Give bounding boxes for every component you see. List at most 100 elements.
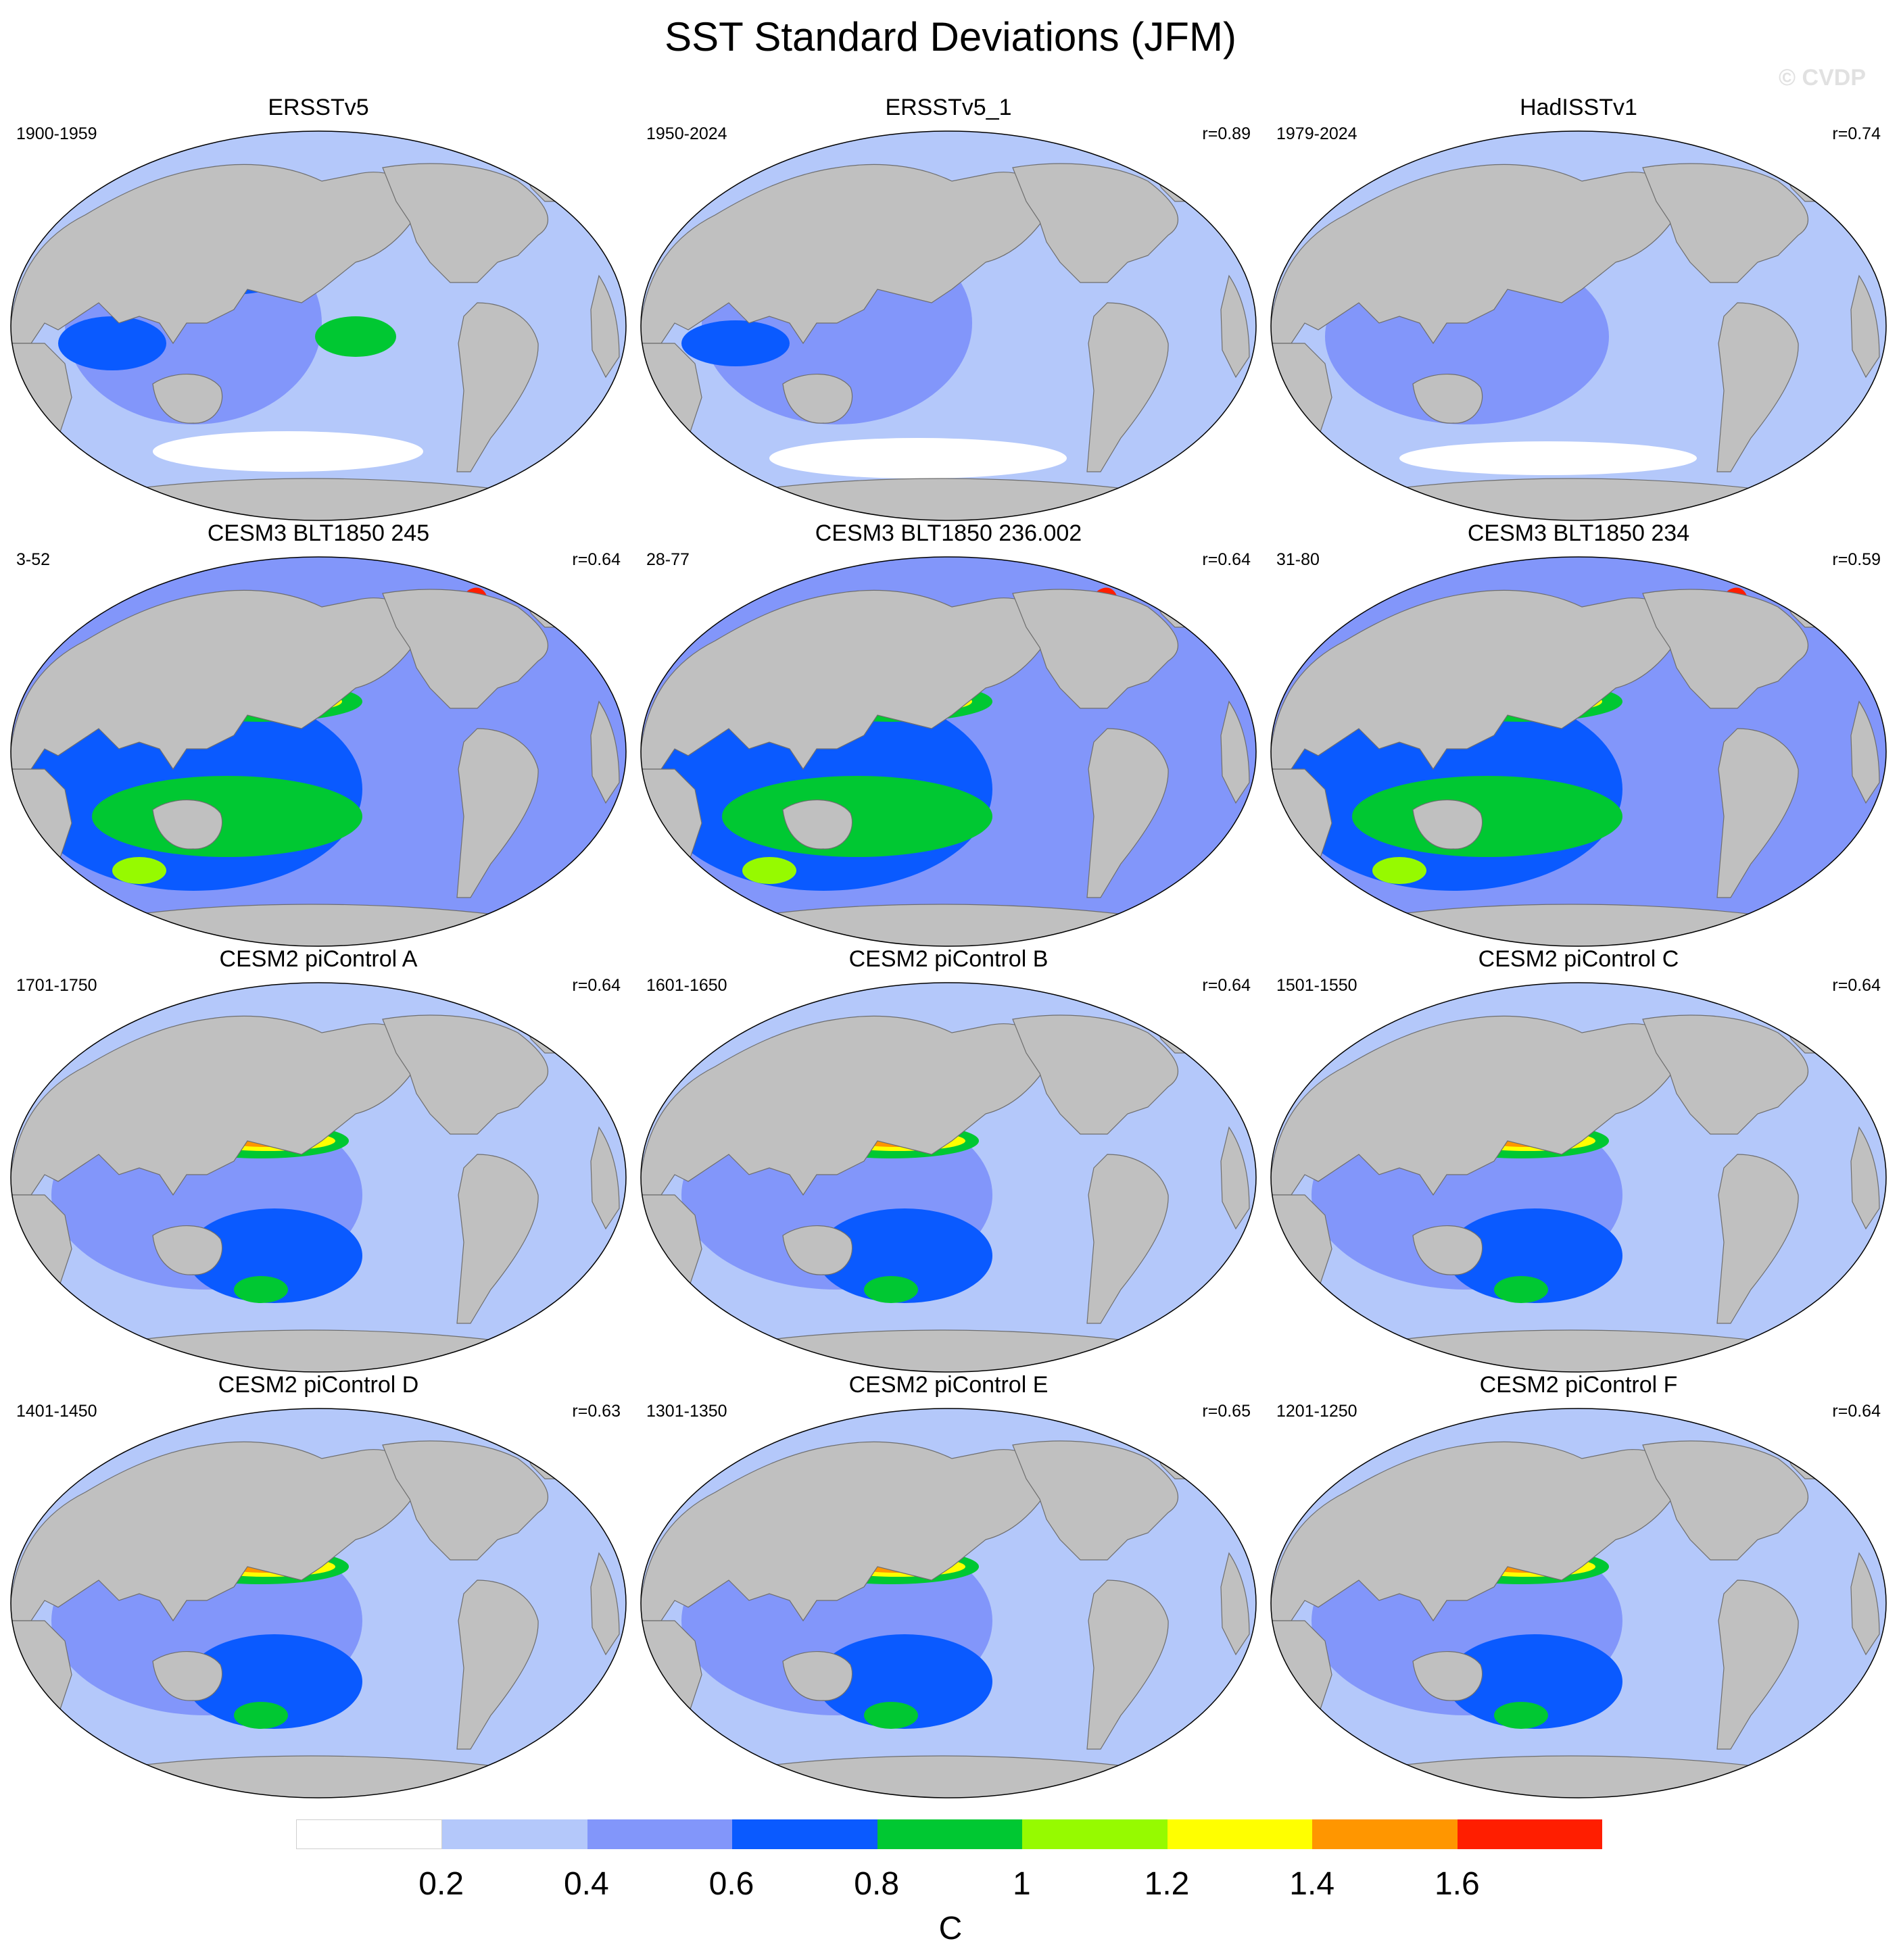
south-america-land [1086,302,1169,472]
australia-land [152,1225,223,1275]
map-panel: CESM3 BLT1850 245 3-52 r=0.64 [4,520,633,953]
south-pacific-zone [817,1208,992,1303]
panel-correlation: r=0.65 [1202,1402,1251,1421]
panel-title: HadISSTv1 [1520,95,1637,120]
panel-title: CESM2 piControl E [848,1372,1049,1398]
map-outline [1270,982,1887,1373]
north-america-land [1012,589,1179,709]
colorbar-tick-label: 1.6 [1434,1866,1480,1902]
sst-map [10,1408,627,1798]
australia-land [1412,373,1483,424]
north-america-land [1012,1440,1179,1561]
panel-correlation: r=0.64 [1202,976,1251,995]
australia-land [782,1225,853,1275]
north-america-land [1012,1014,1179,1135]
south-america-land [1716,302,1799,472]
panel-years: 1950-2024 [646,124,727,143]
south-america-land [1086,1154,1169,1324]
southern-green-zone [1494,1702,1548,1729]
south-pacific-zone [1447,1208,1622,1303]
sst-map [1270,130,1887,521]
australia-land [782,1650,853,1701]
panel-correlation: r=0.63 [572,1402,621,1421]
australia-land [782,373,853,424]
north-america-land [1642,163,1809,283]
colorbar [296,1819,1602,1849]
africa-east-land [1220,1552,1250,1656]
panel-title: CESM2 piControl A [219,946,418,972]
eurasia-land [1271,1441,1684,1622]
north-america-land [1642,589,1809,709]
south-america-land [1716,1579,1799,1750]
eurasia-land [641,1015,1054,1196]
africa-east-land [590,700,620,804]
panel-years: 1501-1550 [1276,976,1357,995]
north-america-land [382,1014,549,1135]
africa-east-land [1220,700,1250,804]
map-panel: CESM2 piControl D 1401-1450 r=0.63 [4,1372,633,1805]
map-panel: CESM3 BLT1850 234 31-80 r=0.59 [1264,520,1893,953]
cvdp-watermark: © CVDP [1779,65,1866,91]
colorbar-tick-labels: 0.2 0.4 0.6 0.8 1 1.2 1.4 1.6 [296,1865,1602,1906]
map-outline [640,130,1257,521]
south-pacific-zone [187,1634,362,1729]
eurasia-land [1271,164,1684,345]
panel-correlation: r=0.59 [1832,550,1881,569]
map-panel: CESM2 piControl A 1701-1750 r=0.64 [4,946,633,1379]
map-panel: HadISSTv1 1979-2024 r=0.74 [1264,95,1893,527]
southern-low-zone [153,431,423,472]
eurasia-land [1271,589,1684,770]
southern-lime-zone [742,857,796,884]
sst-map [1270,982,1887,1373]
south-pacific-zone [1447,1634,1622,1729]
panel-years: 31-80 [1276,550,1320,569]
eurasia-land [641,1441,1054,1622]
africa-east-land [1850,700,1880,804]
panel-years: 3-52 [16,550,51,569]
colorbar-segment [1167,1819,1313,1849]
australia-land [1412,1650,1483,1701]
southern-green-zone [722,776,992,857]
panel-correlation: r=0.64 [1832,1402,1881,1421]
map-outline [10,1408,627,1798]
colorbar-tick-label: 0.6 [708,1866,754,1902]
africa-east-land [1220,274,1250,378]
north-america-land [382,1440,549,1561]
panel-correlation: r=0.64 [1832,976,1881,995]
australia-land [152,799,223,850]
panel-correlation: r=0.64 [1202,550,1251,569]
sst-map [640,130,1257,521]
south-pacific-zone [817,1634,992,1729]
south-america-land [1086,728,1169,898]
australia-land [1412,799,1483,850]
southern-lime-zone [1372,857,1426,884]
south-america-land [1086,1579,1169,1750]
colorbar-tick-label: 0.2 [418,1866,464,1902]
panel-years: 1701-1750 [16,976,97,995]
map-outline [1270,556,1887,947]
colorbar-tick-label: 0.8 [854,1866,900,1902]
colorbar-segment [1022,1819,1168,1849]
north-america-land [1642,1440,1809,1561]
southern-green-zone [1352,776,1622,857]
colorbar-tick-label: 0.4 [563,1866,609,1902]
south-america-land [456,1154,539,1324]
sst-map [640,982,1257,1373]
colorbar-segment [1457,1819,1602,1849]
south-atlantic-zone [315,316,396,357]
southern-green-zone [234,1702,288,1729]
southern-low-zone [1399,441,1697,475]
panel-years: 1401-1450 [16,1402,97,1421]
indian-zone [681,320,790,366]
colorbar-tick-label: 1 [1012,1866,1031,1902]
africa-east-land [590,274,620,378]
eurasia-land [11,1015,424,1196]
colorbar-segment [732,1819,877,1849]
north-america-land [382,163,549,283]
eurasia-land [1271,1015,1684,1196]
panel-title: CESM3 BLT1850 245 [207,520,430,546]
eurasia-land [11,589,424,770]
africa-east-land [1850,274,1880,378]
panel-correlation: r=0.64 [572,976,621,995]
sst-map [1270,1408,1887,1798]
